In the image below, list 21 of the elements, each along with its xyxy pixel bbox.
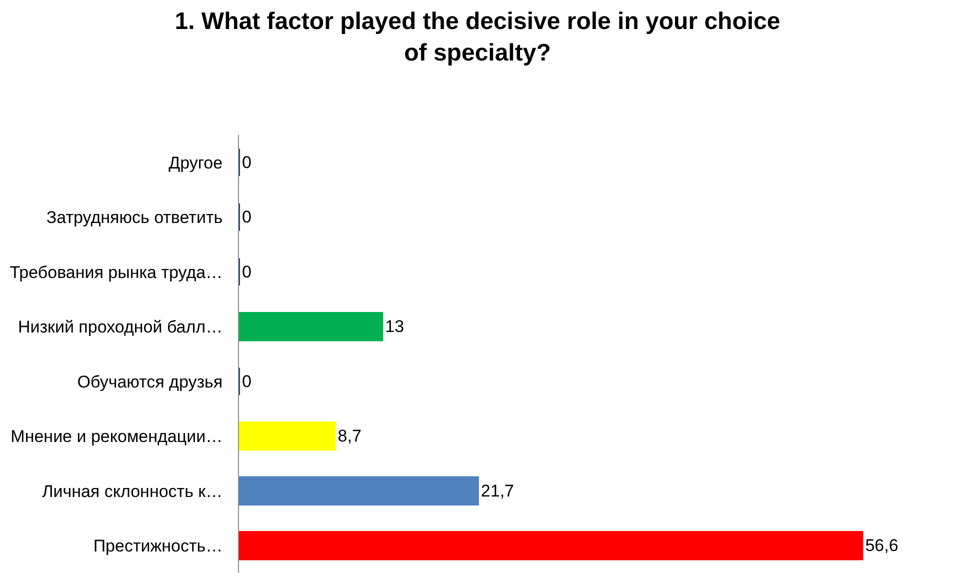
y-tick-label: Требования рынка труда… <box>10 262 223 282</box>
y-tick-label: Затрудняюсь ответить <box>46 208 223 228</box>
data-label: 0 <box>242 152 252 172</box>
data-label: 13 <box>385 317 404 336</box>
data-label: 21,7 <box>480 481 514 500</box>
bar <box>239 476 479 506</box>
y-tick-label: Престижность… <box>93 536 223 556</box>
data-label: 8,7 <box>338 426 362 446</box>
bar <box>239 530 864 560</box>
y-tick-label: Низкий проходной балл… <box>18 318 223 337</box>
data-label: 0 <box>242 208 252 227</box>
y-tick-label: Обучаются друзья <box>77 372 223 392</box>
bar <box>239 312 384 342</box>
data-label: 0 <box>242 262 252 282</box>
chart-title: 1. What factor played the decisive role in your choice of specialty? <box>174 8 780 66</box>
y-tick-label: Личная склонность к… <box>42 482 223 501</box>
y-tick-label: Мнение и рекомендации… <box>10 427 223 446</box>
data-label: 0 <box>242 372 252 391</box>
bar <box>239 421 336 451</box>
data-label: 56,6 <box>865 536 898 556</box>
y-tick-label: Другое <box>168 153 223 172</box>
